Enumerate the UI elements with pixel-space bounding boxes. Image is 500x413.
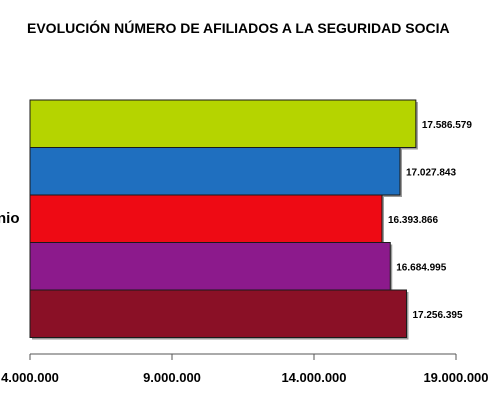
x-tick-label: 19.000.000 — [423, 370, 488, 385]
x-tick-label: 9.000.000 — [143, 370, 201, 385]
data-label: 17.586.579 — [422, 120, 472, 131]
x-tick-label: 4.000.000 — [1, 370, 59, 385]
bar — [29, 99, 417, 148]
category-axis-label: nio — [0, 210, 20, 227]
bar-group — [29, 99, 418, 340]
chart-title: EVOLUCIÓN NÚMERO DE AFILIADOS A LA SEGUR… — [27, 19, 450, 36]
bar — [29, 242, 391, 291]
bar — [29, 289, 407, 338]
data-label: 17.027.843 — [406, 167, 456, 178]
data-label: 16.393.866 — [388, 215, 438, 226]
bar — [29, 147, 401, 196]
bar — [29, 194, 383, 243]
data-label: 16.684.995 — [396, 262, 446, 273]
data-label-group: 17.586.579 17.027.843 16.393.866 16.684.995… — [388, 120, 472, 321]
x-tick-label: 14.000.000 — [281, 370, 346, 385]
data-label: 17.256.395 — [412, 310, 462, 321]
x-axis-ticks: 4.000.000 9.000.000 14.000.000 19.000.000 — [1, 354, 489, 385]
